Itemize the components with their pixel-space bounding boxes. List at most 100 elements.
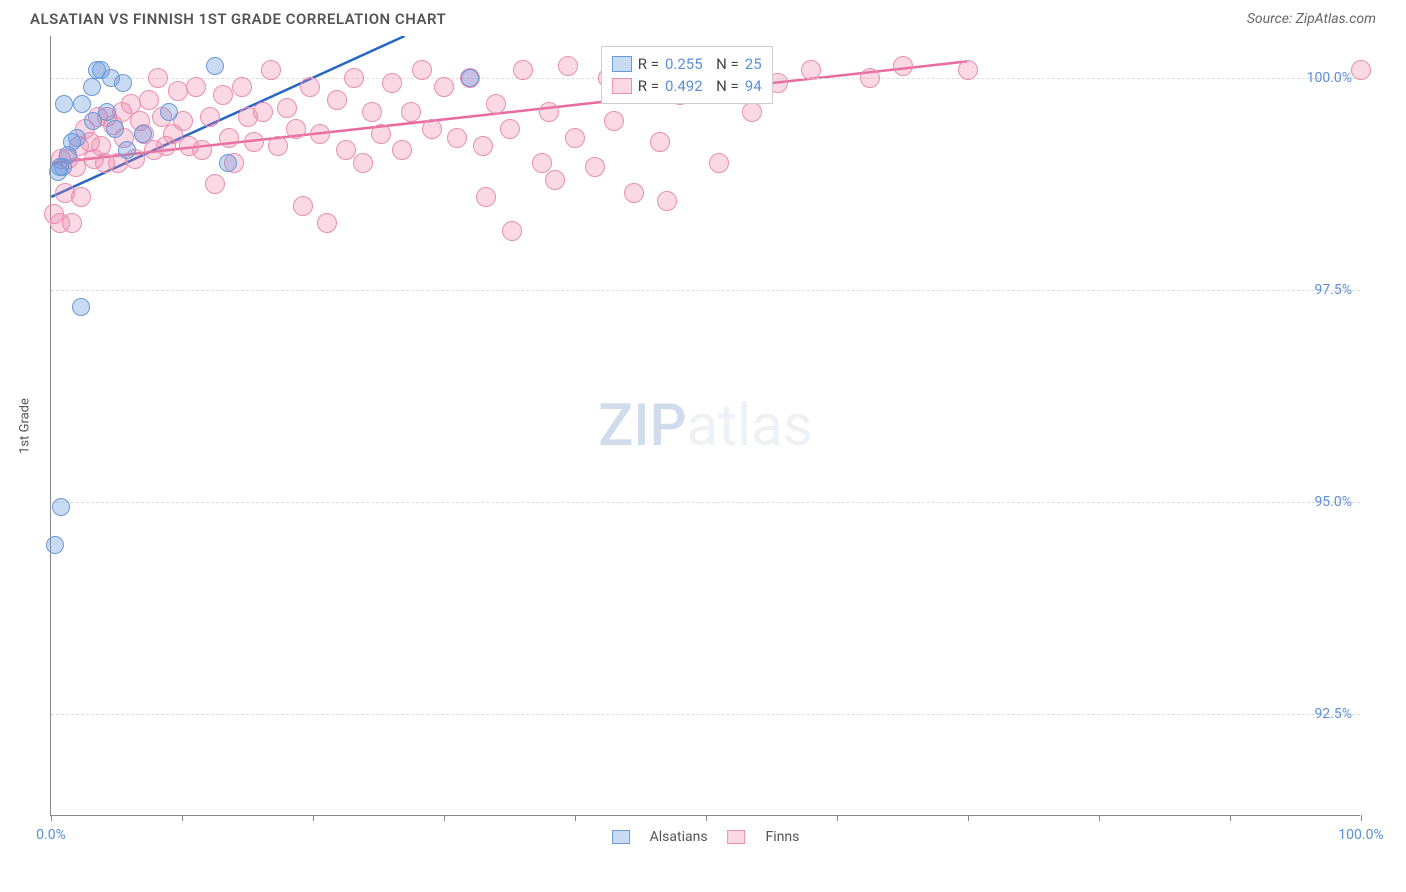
data-point: [371, 124, 391, 144]
data-point: [476, 187, 496, 207]
data-point: [232, 77, 252, 97]
x-tick: [837, 815, 838, 821]
data-point: [300, 77, 320, 97]
data-point: [392, 140, 412, 160]
data-point: [860, 68, 880, 88]
chart-title: ALSATIAN VS FINNISH 1ST GRADE CORRELATIO…: [30, 10, 446, 28]
data-point: [401, 102, 421, 122]
data-point: [558, 56, 578, 76]
data-point: [106, 120, 124, 138]
data-point: [186, 77, 206, 97]
data-point: [344, 68, 364, 88]
source-label: Source: ZipAtlas.com: [1247, 11, 1376, 27]
data-point: [461, 69, 479, 87]
data-point: [160, 103, 178, 121]
data-point: [219, 154, 237, 172]
data-point: [52, 498, 70, 516]
r-value: 0.255: [665, 55, 703, 73]
data-point: [68, 129, 86, 147]
x-tick-label: 100.0%: [1338, 827, 1383, 843]
legend-swatch-icon: [612, 56, 632, 72]
data-point: [500, 119, 520, 139]
data-point: [118, 141, 136, 159]
data-point: [650, 132, 670, 152]
chart-area: 1st Grade ZIPatlas 92.5%95.0%97.5%100.0%…: [50, 36, 1376, 816]
r-value: 0.492: [665, 77, 703, 95]
data-point: [336, 140, 356, 160]
n-value: 94: [745, 77, 762, 95]
data-point: [624, 183, 644, 203]
stats-legend: R = 0.255 N = 25R = 0.492 N = 94: [601, 46, 773, 104]
data-point: [353, 153, 373, 173]
data-point: [192, 140, 212, 160]
y-tick-label: 97.5%: [1314, 282, 1352, 298]
data-point: [286, 119, 306, 139]
data-point: [148, 68, 168, 88]
trend-lines: [51, 36, 1360, 815]
data-point: [473, 136, 493, 156]
data-point: [539, 102, 559, 122]
data-point: [72, 298, 90, 316]
data-point: [139, 90, 159, 110]
legend-swatch-icon: [612, 830, 630, 844]
gridline: [51, 502, 1360, 503]
y-tick-label: 100.0%: [1307, 70, 1352, 86]
data-point: [205, 174, 225, 194]
data-point: [709, 153, 729, 173]
data-point: [1351, 60, 1371, 80]
x-tick: [706, 815, 707, 821]
data-point: [98, 103, 116, 121]
legend-swatch-icon: [612, 78, 632, 94]
r-label: R =: [638, 77, 659, 95]
x-tick: [968, 815, 969, 821]
data-point: [604, 111, 624, 131]
data-point: [71, 187, 91, 207]
x-tick: [182, 815, 183, 821]
legend-label: Finns: [766, 829, 800, 845]
legend-row: R = 0.492 N = 94: [612, 75, 762, 97]
data-point: [213, 85, 233, 105]
data-point: [565, 128, 585, 148]
data-point: [83, 78, 101, 96]
data-point: [801, 60, 821, 80]
data-point: [434, 77, 454, 97]
n-value: 25: [745, 55, 762, 73]
n-label: N =: [709, 55, 739, 73]
data-point: [168, 81, 188, 101]
x-tick: [313, 815, 314, 821]
data-point: [244, 132, 264, 152]
data-point: [532, 153, 552, 173]
data-point: [317, 213, 337, 233]
y-tick-label: 95.0%: [1314, 494, 1352, 510]
data-point: [261, 60, 281, 80]
legend-row: R = 0.255 N = 25: [612, 53, 762, 75]
data-point: [447, 128, 467, 148]
n-label: N =: [709, 77, 739, 95]
gridline: [51, 714, 1360, 715]
x-tick: [51, 815, 52, 821]
data-point: [62, 213, 82, 233]
plot-region: ZIPatlas 92.5%95.0%97.5%100.0%0.0%100.0%…: [50, 36, 1360, 816]
data-point: [893, 56, 913, 76]
data-point: [657, 191, 677, 211]
data-point: [73, 95, 91, 113]
data-point: [206, 57, 224, 75]
watermark: ZIPatlas: [598, 392, 813, 460]
y-axis-label: 1st Grade: [18, 398, 33, 454]
data-point: [310, 124, 330, 144]
data-point: [277, 98, 297, 118]
x-tick: [1099, 815, 1100, 821]
data-point: [268, 136, 288, 156]
x-tick-label: 0.0%: [36, 827, 66, 843]
x-tick: [1361, 815, 1362, 821]
legend-label: Alsatians: [650, 829, 708, 845]
gridline: [51, 290, 1360, 291]
data-point: [412, 60, 432, 80]
data-point: [362, 102, 382, 122]
data-point: [513, 60, 533, 80]
x-tick: [444, 815, 445, 821]
data-point: [585, 157, 605, 177]
data-point: [486, 94, 506, 114]
r-label: R =: [638, 55, 659, 73]
y-tick-label: 92.5%: [1314, 706, 1352, 722]
